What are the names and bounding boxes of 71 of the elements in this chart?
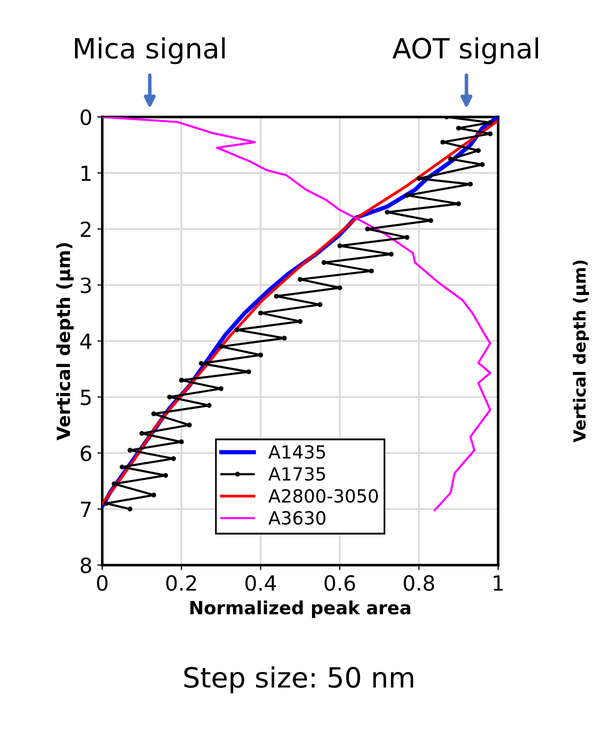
point [365,226,370,232]
y-tick-label: 1 [82,166,91,181]
point [298,318,303,324]
point [456,126,461,131]
point [337,243,342,248]
x-tick-label: 0.8 [404,575,434,591]
legend-label: A3630 [268,511,326,525]
point [206,402,212,408]
y-axis-title: Vertical depth (μm) [56,243,74,440]
legend-label: A2800-3050 [268,489,378,503]
point [258,310,264,316]
point [322,260,326,266]
point [282,336,287,341]
x-axis-title: Normalized peak area [190,600,410,618]
point [179,439,184,444]
text: Vertical depth (μm) [572,260,590,443]
point [120,464,124,470]
point [428,218,434,224]
y-tick-label: 7 [80,502,91,517]
point [440,140,446,145]
point [167,394,172,400]
point [298,276,303,282]
point [404,234,410,240]
y-tick-label: 3 [80,277,91,294]
legend-label: A1435 [268,445,326,459]
point [480,162,485,167]
point [337,285,342,290]
point [186,422,192,428]
x-tick-label: 0.4 [245,575,276,591]
y-tick-label: 5 [80,390,91,406]
x-tick-label: 0.6 [324,575,356,591]
x-tick-label: 1 [494,575,503,591]
point [488,120,493,125]
point [384,210,390,215]
point [128,506,132,512]
y-tick-label: 6 [80,445,92,462]
point [179,378,184,383]
point [151,411,156,416]
point [163,473,168,478]
point [318,302,322,308]
point [198,360,204,366]
point [128,448,132,453]
point [388,252,394,257]
legend-label: A1735 [268,467,326,481]
point [274,294,279,299]
text: Step size: 50 nm [184,666,414,694]
point [456,201,461,206]
annotation: Mica signal [75,37,225,64]
point [218,386,224,392]
x-tick-label: 0 [97,575,108,591]
point [488,131,493,136]
annotation: AOT signal [392,37,538,64]
point [448,156,454,162]
point [416,176,422,182]
point [112,481,117,486]
point [468,182,473,187]
point [404,192,410,198]
point [369,268,374,274]
y-tick-label: 4 [80,334,92,349]
point [139,431,144,436]
point [258,352,264,358]
x-tick-label: 0.2 [166,575,196,591]
point [218,344,224,350]
y-tick-label: 0 [80,109,92,126]
point [246,369,252,374]
y-tick-label: 8 [80,558,92,574]
point [234,327,240,332]
point [104,501,109,506]
y-tick-label: 2 [80,221,90,237]
point [151,492,156,498]
point [171,456,176,462]
